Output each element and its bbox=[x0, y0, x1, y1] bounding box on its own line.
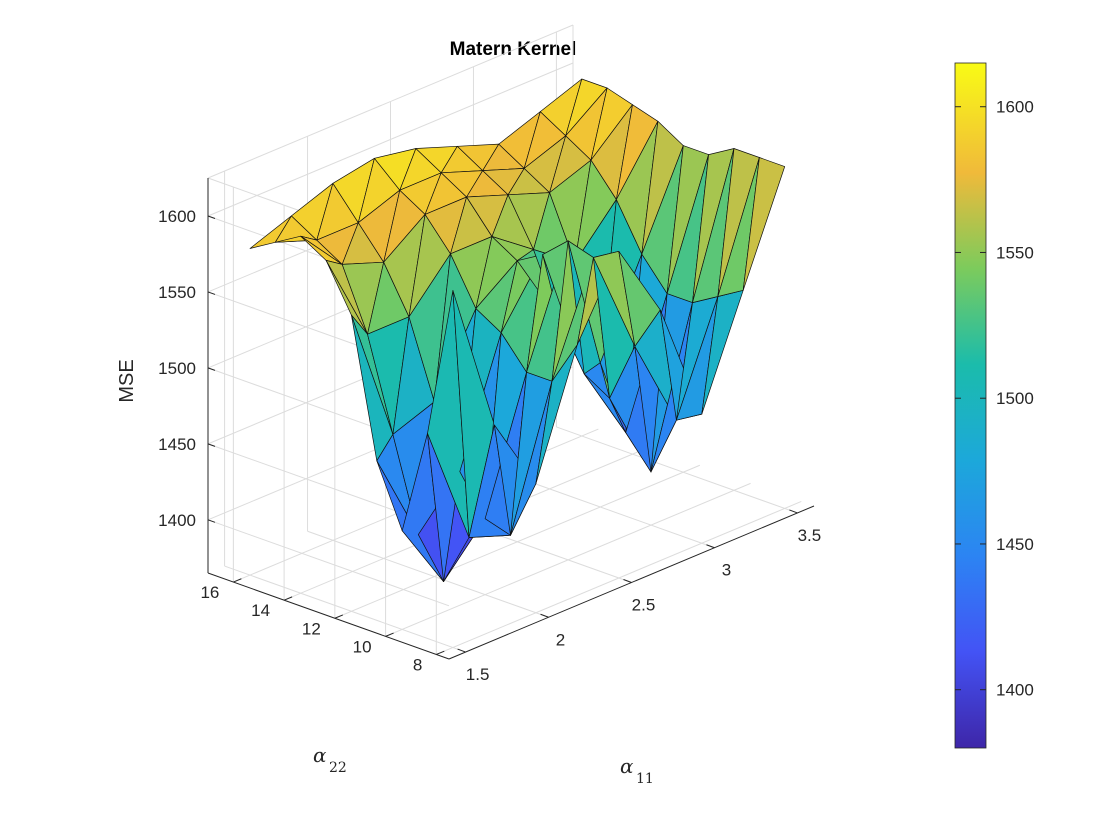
y-tick-mark bbox=[334, 614, 344, 619]
x-tick-mark bbox=[706, 544, 715, 549]
x-tick-mark bbox=[540, 613, 549, 618]
colorbar-tick-label: 1550 bbox=[996, 243, 1034, 262]
colorbar-bar bbox=[954, 62, 987, 749]
x-ticks: 1.5 2 2.5 3 3.5 bbox=[457, 509, 822, 684]
z-tick-label: 1550 bbox=[158, 283, 196, 302]
y-tick-label: 14 bbox=[251, 601, 270, 620]
svg-text:22: 22 bbox=[329, 760, 347, 776]
z-tick-label: 1600 bbox=[158, 207, 196, 226]
z-tick-label: 1450 bbox=[158, 435, 196, 454]
colorbar: 1400 1450 1500 1550 1600 bbox=[954, 62, 1034, 749]
x-tick-label: 1.5 bbox=[466, 665, 490, 684]
y-tick-mark bbox=[385, 632, 394, 637]
x-tick-mark bbox=[789, 509, 798, 514]
z-tick-mark bbox=[207, 367, 216, 371]
chart-title: Matern Kernel bbox=[450, 39, 577, 60]
y-tick-label: 12 bbox=[302, 619, 321, 638]
z-tick-mark bbox=[207, 443, 216, 447]
colorbar-tick-label: 1400 bbox=[996, 681, 1034, 700]
y-tick-label: 8 bbox=[413, 655, 422, 674]
z-tick-mark bbox=[207, 215, 216, 219]
y-tick-mark bbox=[233, 578, 242, 583]
colorbar-tick-label: 1600 bbox=[996, 98, 1034, 117]
surface bbox=[249, 78, 786, 582]
y-ticks: 8 10 12 14 16 bbox=[200, 578, 445, 674]
svg-text:α: α bbox=[313, 743, 327, 767]
y-tick-label: 10 bbox=[353, 637, 372, 656]
svg-text:11: 11 bbox=[636, 771, 654, 787]
x-tick-label: 3.5 bbox=[798, 526, 822, 545]
x-tick-mark bbox=[457, 648, 466, 653]
y-tick-label: 16 bbox=[200, 583, 219, 602]
colorbar-tick-label: 1450 bbox=[996, 535, 1034, 554]
svg-text:α: α bbox=[620, 754, 634, 778]
z-axis-label: MSE bbox=[116, 359, 138, 402]
z-tick-label: 1500 bbox=[158, 359, 196, 378]
z-tick-label: 1400 bbox=[158, 511, 196, 530]
y-axis-label: α 22 bbox=[313, 743, 347, 776]
z-tick-mark bbox=[207, 291, 216, 295]
x-tick-mark bbox=[623, 579, 632, 583]
z-tick-mark bbox=[207, 519, 216, 523]
colorbar-tick-label: 1500 bbox=[996, 389, 1034, 408]
x-tick-label: 2.5 bbox=[632, 596, 656, 615]
surface-facet bbox=[742, 157, 786, 291]
z-ticks: 1400 1450 1500 1550 1600 bbox=[158, 207, 216, 530]
x-tick-label: 3 bbox=[722, 561, 731, 580]
x-tick-label: 2 bbox=[556, 630, 565, 649]
y-tick-mark bbox=[436, 650, 445, 655]
y-tick-mark bbox=[283, 596, 293, 601]
x-axis-label: α 11 bbox=[620, 754, 654, 787]
